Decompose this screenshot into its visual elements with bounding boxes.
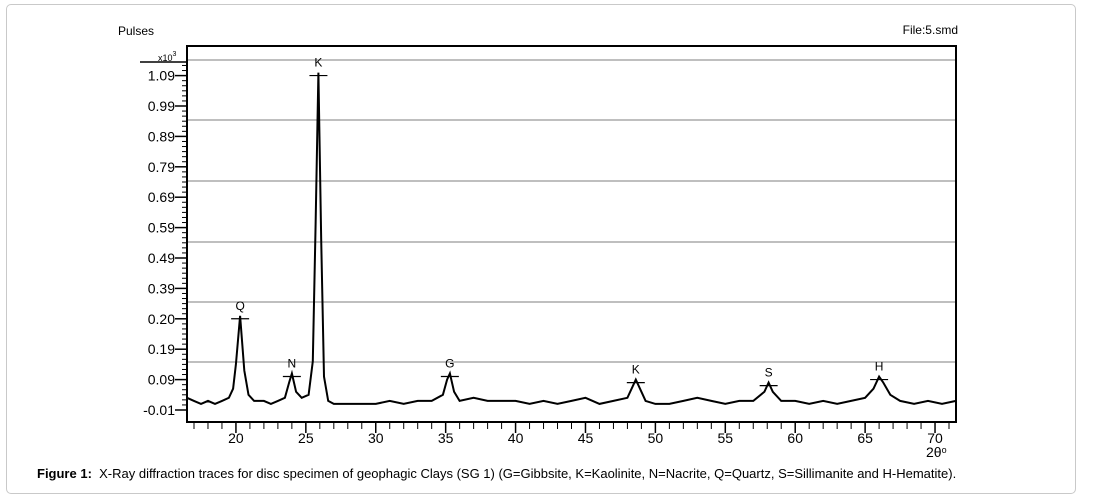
x-tick-label-9: 65	[857, 430, 873, 446]
xrd-chart: Pulses File:5.smd x103 -0.01 0.09 0.19 0.20…	[118, 23, 958, 460]
peak-label-1: N	[288, 357, 297, 371]
x-tick-label-1: 25	[298, 430, 314, 446]
peak-label-4: K	[632, 363, 640, 377]
x-axis-unit: o	[942, 445, 947, 455]
y-tick-label-7: 0.69	[148, 189, 175, 205]
y-tick-label-1: 0.09	[148, 372, 175, 388]
x-axis-label: 2θo	[926, 444, 947, 460]
x-tick-label-3: 35	[438, 430, 454, 446]
peak-label-6: H	[875, 360, 884, 374]
peak-labels: Q N K G K S H	[231, 56, 889, 387]
plot-area	[186, 45, 957, 423]
figure-caption: Figure 1: X-Ray diffraction traces for d…	[37, 466, 1067, 481]
x-tick-label-2: 30	[368, 430, 384, 446]
file-label: File:5.smd	[903, 23, 958, 37]
x-tick-label-0: 20	[228, 430, 244, 446]
x-tick-label-6: 50	[648, 430, 664, 446]
x-tick-label-4: 40	[508, 430, 524, 446]
peak-label-3: G	[445, 357, 454, 371]
xrd-trace-line	[186, 72, 957, 405]
x-axis-ticks: 20 25 30 35 40 45 50 55 60 65 70	[193, 422, 950, 446]
peak-label-2: K	[314, 56, 322, 70]
x-tick-label-7: 55	[718, 430, 734, 446]
y-tick-label-4: 0.39	[148, 280, 175, 296]
caption-label: Figure 1:	[37, 466, 92, 481]
y-multiplier-base: x10	[158, 53, 173, 63]
x-tick-label-8: 60	[787, 430, 803, 446]
y-axis-ticks: -0.01 0.09 0.19 0.20 0.39 0.49 0.59 0.69 0.79 0.8…	[143, 64, 187, 418]
peak-label-0: Q	[235, 299, 244, 313]
x-tick-label-5: 45	[578, 430, 594, 446]
y-tick-label-10: 0.99	[148, 98, 175, 114]
y-tick-label-11: 1.09	[148, 68, 175, 84]
y-tick-label-8: 0.79	[148, 159, 175, 175]
y-tick-label-2: 0.19	[148, 341, 175, 357]
y-multiplier-label: x103	[158, 51, 177, 63]
grid-lines	[187, 59, 956, 363]
caption-text: X-Ray diffraction traces for disc specim…	[99, 466, 957, 481]
y-tick-label-6: 0.59	[148, 220, 175, 236]
y-tick-label-5: 0.49	[148, 250, 175, 266]
y-multiplier-exponent: 3	[173, 51, 177, 58]
y-tick-label-9: 0.89	[148, 128, 175, 144]
x-tick-label-10: 70	[927, 430, 943, 446]
peak-label-5: S	[765, 366, 773, 380]
x-axis-symbol: 2θ	[926, 444, 942, 460]
y-unit-label: Pulses	[118, 24, 154, 38]
y-tick-label-0: -0.01	[143, 402, 175, 418]
y-tick-label-3: 0.20	[148, 311, 175, 327]
